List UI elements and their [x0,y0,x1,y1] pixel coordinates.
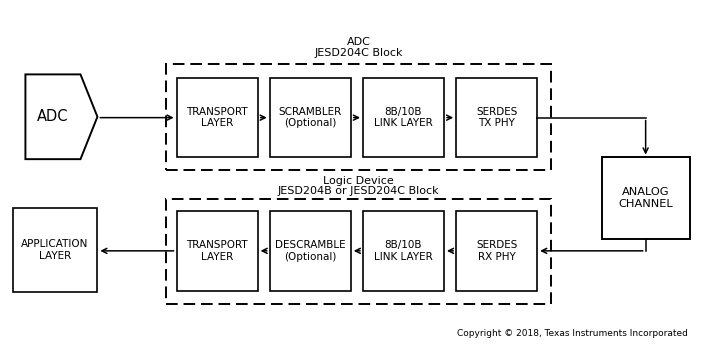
Text: TRANSPORT
LAYER: TRANSPORT LAYER [186,240,248,262]
Text: ADC: ADC [37,109,68,124]
Bar [363,78,444,157]
Bar [176,78,258,157]
Bar [176,211,258,291]
Bar [13,208,97,292]
Bar [166,64,551,170]
Text: ADC: ADC [347,37,371,46]
Text: SERDES
TX PHY: SERDES TX PHY [476,107,517,128]
Text: ANALOG
CHANNEL: ANALOG CHANNEL [618,187,673,209]
Text: SERDES
RX PHY: SERDES RX PHY [476,240,517,262]
Polygon shape [25,74,97,159]
Text: TRANSPORT
LAYER: TRANSPORT LAYER [186,107,248,128]
Bar [456,211,537,291]
Text: JESD204B or JESD204C Block: JESD204B or JESD204C Block [278,186,439,196]
Text: JESD204C Block: JESD204C Block [314,48,403,57]
Bar [270,78,351,157]
Bar [363,211,444,291]
Text: 8B/10B
LINK LAYER: 8B/10B LINK LAYER [374,240,433,262]
Bar [270,211,351,291]
Bar [456,78,537,157]
Text: Logic Device: Logic Device [323,176,394,185]
Text: SCRAMBLER
(Optional): SCRAMBLER (Optional) [279,107,342,128]
Text: DESCRAMBLE
(Optional): DESCRAMBLE (Optional) [275,240,346,262]
Bar [166,199,551,304]
Bar [602,157,690,239]
Text: Copyright © 2018, Texas Instruments Incorporated: Copyright © 2018, Texas Instruments Inco… [457,329,688,338]
Text: 8B/10B
LINK LAYER: 8B/10B LINK LAYER [374,107,433,128]
Text: APPLICATION
LAYER: APPLICATION LAYER [21,239,89,261]
